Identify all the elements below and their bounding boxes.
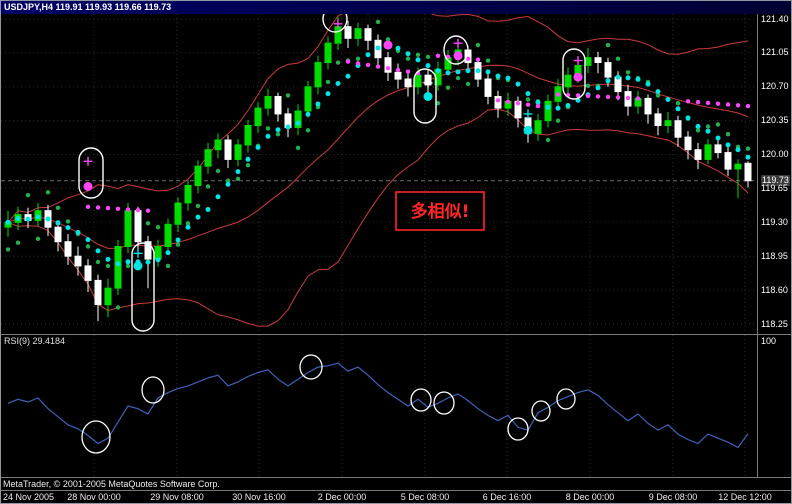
chart-title-text: USDJPY,H4 119.91 119.93 119.66 119.73 [4, 2, 172, 12]
time-axis[interactable]: 24 Nov 2005 28 Nov 00:00 29 Nov 08:00 30 No… [1, 490, 791, 503]
price-axis-label: 118.95 [761, 251, 788, 261]
price-axis-label: 120.00 [761, 149, 789, 159]
rsi-line [7, 362, 749, 449]
price-axis[interactable]: 121.40 121.05 120.70 120.35 120.00 119.73 119.… [757, 14, 791, 334]
chart-title-bar[interactable]: USDJPY,H4 119.91 119.93 119.66 119.73 [1, 1, 791, 14]
rsi-highlight-marks [81, 354, 576, 454]
price-chart-panel: 多相似! 121.40 121.05 120.70 120.35 120.00 119.7… [1, 14, 791, 334]
note-box: 多相似! [395, 191, 485, 231]
panel-splitter[interactable] [1, 334, 791, 335]
rsi-chart[interactable] [1, 335, 757, 477]
price-axis-label: 119.30 [761, 217, 788, 227]
candles [4, 17, 752, 322]
highlight-marks [78, 14, 586, 332]
price-axis-label: 118.25 [761, 319, 788, 329]
time-axis-label: 28 Nov 00:00 [67, 492, 121, 502]
ma-dots-cyan [5, 43, 751, 267]
time-axis-label: 30 Nov 16:00 [232, 492, 286, 502]
rsi-axis[interactable]: 100 [757, 335, 791, 477]
time-axis-label: 2 Dec 00:00 [317, 492, 367, 502]
time-axis-label: 12 Dec 12:00 [718, 492, 772, 502]
time-axis-label: 5 Dec 08:00 [400, 492, 450, 502]
copyright-text: MetaTrader, © 2001-2005 MetaQuotes Softw… [3, 479, 220, 489]
price-axis-current-label: 119.73 [761, 175, 790, 186]
price-chart[interactable]: 多相似! [1, 14, 757, 334]
time-axis-label: 8 Dec 00:00 [565, 492, 615, 502]
price-axis-label: 120.70 [761, 81, 789, 91]
signal-big-dots [83, 40, 583, 271]
price-axis-label: 121.05 [761, 47, 789, 57]
time-axis-label: 9 Dec 08:00 [648, 492, 698, 502]
price-axis-label: 121.40 [761, 14, 789, 24]
signal-crosses [83, 19, 583, 258]
price-axis-label: 119.65 [761, 183, 788, 193]
time-axis-label: 29 Nov 08:00 [150, 492, 204, 502]
rsi-panel: RSI(9) 29.4184 100 [1, 335, 791, 477]
price-axis-label: 120.35 [761, 115, 789, 125]
time-axis-label: 24 Nov 2005 [3, 492, 55, 502]
rsi-indicator-label: RSI(9) 29.4184 [4, 336, 66, 346]
status-bar: MetaTrader, © 2001-2005 MetaQuotes Softw… [1, 477, 791, 490]
price-axis-label: 118.60 [761, 285, 788, 295]
rsi-scale-label: 100 [761, 336, 777, 346]
main-grid [1, 14, 757, 334]
note-text: 多相似! [411, 201, 470, 222]
rsi-grid [93, 335, 746, 477]
time-axis-label: 6 Dec 16:00 [482, 492, 532, 502]
